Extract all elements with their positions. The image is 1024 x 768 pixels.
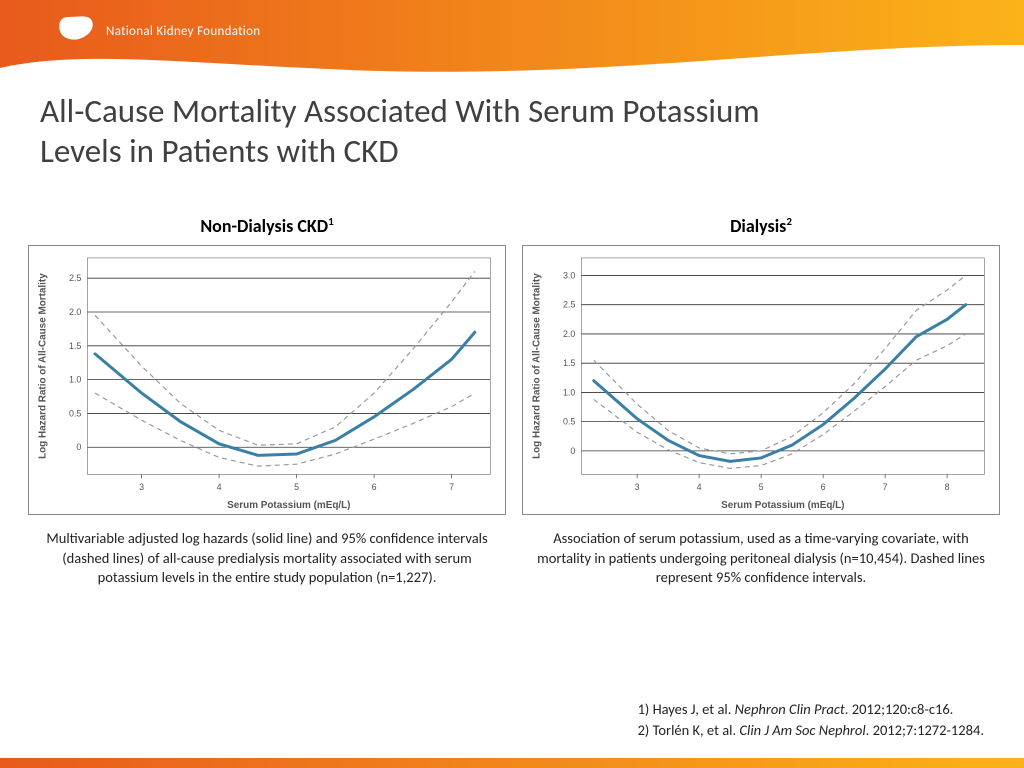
chart-right-column: Dialysis2 0 0.5 1.0 1.5 2.0 2.5 3.0 3 4 5 6 7 8 Serum… bbox=[522, 215, 1000, 588]
chart-left-box: 0 0.5 1.0 1.5 2.0 2.5 3 4 5 6 7 Serum Potassium (mE… bbox=[28, 245, 506, 515]
ref-line-1: 1) Hayes J, et al. Nephron Clin Pract. 2… bbox=[638, 699, 984, 719]
svg-text:5: 5 bbox=[294, 482, 299, 492]
chart-right-title-sup: 2 bbox=[786, 215, 792, 228]
svg-text:7: 7 bbox=[883, 482, 888, 492]
ref1-ital: Nephron Clin Pract bbox=[735, 700, 845, 718]
footer-bar bbox=[0, 758, 1024, 768]
ref2-pre: 2) Torlén K, et al. bbox=[638, 721, 740, 739]
svg-text:0: 0 bbox=[76, 442, 81, 452]
chart-right-caption: Association of serum potassium, used as … bbox=[522, 529, 1000, 588]
svg-text:4: 4 bbox=[697, 482, 702, 492]
chart-left-caption: Multivariable adjusted log hazards (soli… bbox=[28, 529, 506, 588]
chart-right-box: 0 0.5 1.0 1.5 2.0 2.5 3.0 3 4 5 6 7 8 Serum Potassium… bbox=[522, 245, 1000, 515]
svg-text:1.5: 1.5 bbox=[563, 358, 575, 368]
nkf-logo-icon bbox=[56, 14, 96, 47]
chart-left-title-sup: 1 bbox=[328, 215, 334, 228]
svg-text:2.5: 2.5 bbox=[563, 300, 575, 310]
svg-text:2.0: 2.0 bbox=[563, 329, 575, 339]
svg-text:6: 6 bbox=[372, 482, 377, 492]
references: 1) Hayes J, et al. Nephron Clin Pract. 2… bbox=[638, 699, 984, 740]
svg-text:8: 8 bbox=[945, 482, 950, 492]
svg-text:1.0: 1.0 bbox=[69, 375, 81, 385]
svg-text:2.5: 2.5 bbox=[69, 273, 81, 283]
svg-text:3: 3 bbox=[635, 482, 640, 492]
svg-text:Serum Potassium (mEq/L): Serum Potassium (mEq/L) bbox=[721, 500, 844, 511]
svg-text:1.5: 1.5 bbox=[69, 341, 81, 351]
ref2-post: . 2012;7:1272-1284. bbox=[866, 721, 984, 739]
svg-text:Serum Potassium (mEq/L): Serum Potassium (mEq/L) bbox=[227, 500, 350, 511]
chart-left-title: Non-Dialysis CKD1 bbox=[200, 215, 333, 237]
svg-text:3.0: 3.0 bbox=[563, 270, 575, 280]
svg-text:Log Hazard Ratio of All-Cause: Log Hazard Ratio of All-Cause Mortality bbox=[38, 273, 49, 459]
chart-right-title: Dialysis2 bbox=[730, 215, 792, 237]
chart-left-title-text: Non-Dialysis CKD bbox=[200, 215, 328, 237]
ref-line-2: 2) Torlén K, et al. Clin J Am Soc Nephro… bbox=[638, 720, 984, 740]
svg-text:3: 3 bbox=[139, 482, 144, 492]
header-banner bbox=[0, 0, 1024, 80]
svg-text:Log Hazard Ratio of All-Cause: Log Hazard Ratio of All-Cause Mortality bbox=[532, 273, 543, 459]
svg-text:0.5: 0.5 bbox=[563, 417, 575, 427]
svg-text:0.5: 0.5 bbox=[69, 408, 81, 418]
svg-text:2.0: 2.0 bbox=[69, 307, 81, 317]
svg-text:1.0: 1.0 bbox=[563, 387, 575, 397]
charts-row: Non-Dialysis CKD1 0 0.5 1.0 1.5 2.0 2.5 3 4 5 6 7 S… bbox=[28, 215, 1000, 588]
ref2-ital: Clin J Am Soc Nephrol bbox=[739, 721, 865, 739]
svg-text:5: 5 bbox=[759, 482, 764, 492]
svg-text:0: 0 bbox=[570, 446, 575, 456]
slide: National Kidney Foundation All-Cause Mor… bbox=[0, 0, 1024, 768]
chart-right-title-text: Dialysis bbox=[730, 215, 786, 237]
ref1-post: . 2012;120:c8-c16. bbox=[845, 700, 954, 718]
chart-left-column: Non-Dialysis CKD1 0 0.5 1.0 1.5 2.0 2.5 3 4 5 6 7 S… bbox=[28, 215, 506, 588]
svg-text:7: 7 bbox=[449, 482, 454, 492]
org-name: National Kidney Foundation bbox=[106, 24, 260, 39]
svg-text:6: 6 bbox=[821, 482, 826, 492]
page-title: All-Cause Mortality Associated With Seru… bbox=[40, 92, 800, 171]
ref1-pre: 1) Hayes J, et al. bbox=[638, 700, 735, 718]
svg-text:4: 4 bbox=[217, 482, 222, 492]
